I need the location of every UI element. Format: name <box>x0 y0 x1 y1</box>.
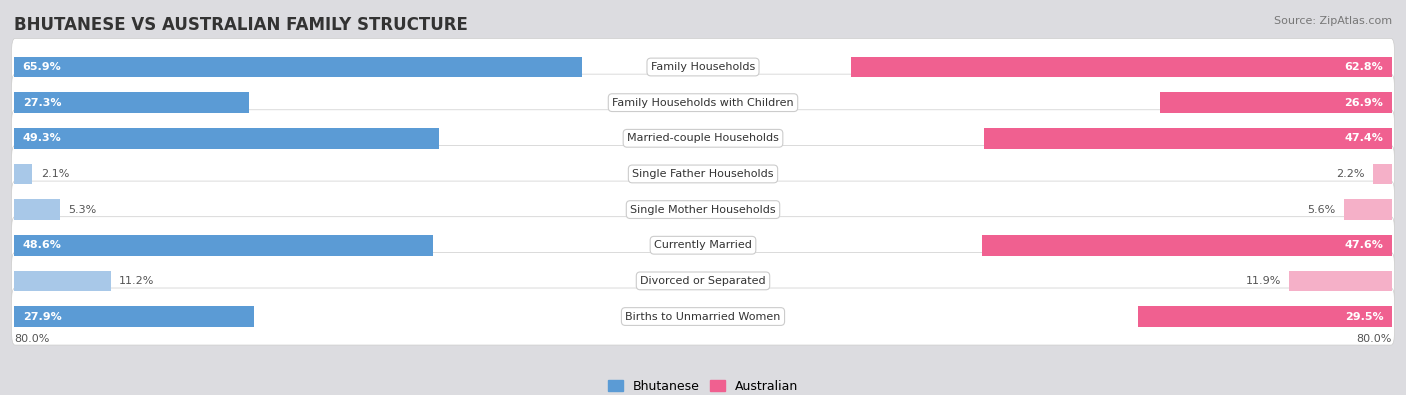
Text: 2.2%: 2.2% <box>1336 169 1364 179</box>
Bar <box>851 56 1392 77</box>
FancyBboxPatch shape <box>11 145 1395 203</box>
Text: 49.3%: 49.3% <box>22 133 62 143</box>
Text: BHUTANESE VS AUSTRALIAN FAMILY STRUCTURE: BHUTANESE VS AUSTRALIAN FAMILY STRUCTURE <box>14 16 468 34</box>
Text: Currently Married: Currently Married <box>654 240 752 250</box>
Text: 2.1%: 2.1% <box>41 169 69 179</box>
Text: 5.6%: 5.6% <box>1306 205 1336 214</box>
Bar <box>981 235 1392 256</box>
Text: 48.6%: 48.6% <box>22 240 62 250</box>
Text: 65.9%: 65.9% <box>22 62 62 72</box>
Text: 80.0%: 80.0% <box>14 334 49 344</box>
Text: 5.3%: 5.3% <box>69 205 97 214</box>
FancyBboxPatch shape <box>11 252 1395 309</box>
Bar <box>1344 199 1392 220</box>
Text: Family Households with Children: Family Households with Children <box>612 98 794 108</box>
Bar <box>1160 92 1392 113</box>
Text: Single Father Households: Single Father Households <box>633 169 773 179</box>
FancyBboxPatch shape <box>11 288 1395 345</box>
FancyBboxPatch shape <box>11 181 1395 238</box>
Text: 29.5%: 29.5% <box>1344 312 1384 322</box>
Text: Married-couple Households: Married-couple Households <box>627 133 779 143</box>
Text: 47.6%: 47.6% <box>1344 240 1384 250</box>
Text: Family Households: Family Households <box>651 62 755 72</box>
Bar <box>14 271 111 291</box>
Text: Births to Unmarried Women: Births to Unmarried Women <box>626 312 780 322</box>
Text: 27.3%: 27.3% <box>22 98 62 108</box>
Bar <box>14 164 32 184</box>
Bar <box>14 128 439 149</box>
Bar <box>1137 306 1392 327</box>
Bar <box>984 128 1392 149</box>
Text: Divorced or Separated: Divorced or Separated <box>640 276 766 286</box>
Text: Single Mother Households: Single Mother Households <box>630 205 776 214</box>
Text: 27.9%: 27.9% <box>22 312 62 322</box>
Text: 11.9%: 11.9% <box>1246 276 1281 286</box>
Text: Source: ZipAtlas.com: Source: ZipAtlas.com <box>1274 16 1392 26</box>
Bar <box>14 92 249 113</box>
FancyBboxPatch shape <box>11 74 1395 131</box>
Bar <box>14 306 254 327</box>
FancyBboxPatch shape <box>11 217 1395 274</box>
Bar <box>14 56 582 77</box>
Text: 26.9%: 26.9% <box>1344 98 1384 108</box>
Text: 11.2%: 11.2% <box>120 276 155 286</box>
Bar <box>14 235 433 256</box>
Bar <box>1289 271 1392 291</box>
Bar <box>14 199 59 220</box>
FancyBboxPatch shape <box>11 110 1395 167</box>
Text: 80.0%: 80.0% <box>1357 334 1392 344</box>
Text: 62.8%: 62.8% <box>1344 62 1384 72</box>
Text: 47.4%: 47.4% <box>1344 133 1384 143</box>
Bar <box>1374 164 1392 184</box>
FancyBboxPatch shape <box>11 38 1395 96</box>
Legend: Bhutanese, Australian: Bhutanese, Australian <box>603 375 803 395</box>
